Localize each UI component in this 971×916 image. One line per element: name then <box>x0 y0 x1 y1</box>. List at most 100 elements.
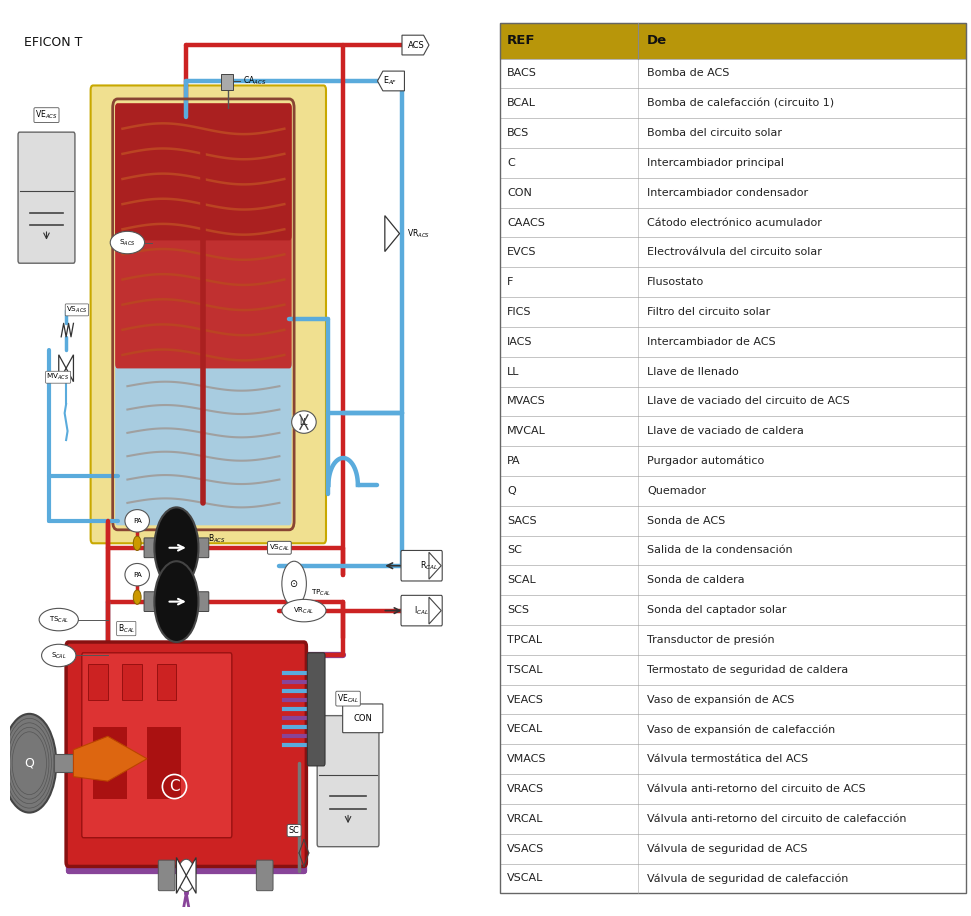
FancyBboxPatch shape <box>93 727 127 799</box>
Text: VEACS: VEACS <box>507 694 544 704</box>
Text: REF: REF <box>507 34 536 47</box>
FancyBboxPatch shape <box>116 104 291 368</box>
Text: Válvula de seguridad de ACS: Válvula de seguridad de ACS <box>647 844 807 854</box>
Polygon shape <box>177 857 186 893</box>
Text: E$_{AF}$: E$_{AF}$ <box>383 75 397 87</box>
Bar <box>500 834 966 864</box>
Bar <box>500 595 966 625</box>
Circle shape <box>133 590 141 605</box>
Text: TS$_{CAL}$: TS$_{CAL}$ <box>49 615 69 625</box>
Bar <box>500 237 966 267</box>
Text: SCAL: SCAL <box>507 575 536 585</box>
Text: SC: SC <box>288 826 299 835</box>
Text: Sonda de ACS: Sonda de ACS <box>647 516 725 526</box>
Polygon shape <box>378 71 405 91</box>
Bar <box>500 625 966 655</box>
Text: BCS: BCS <box>507 128 529 138</box>
Text: VR$_{CAL}$: VR$_{CAL}$ <box>293 605 315 616</box>
Bar <box>500 804 966 834</box>
Bar <box>500 714 966 745</box>
Text: SC: SC <box>507 546 522 555</box>
Text: $\odot$: $\odot$ <box>289 578 299 589</box>
Text: C: C <box>507 158 515 168</box>
Text: S$_{ACS}$: S$_{ACS}$ <box>119 237 136 247</box>
FancyBboxPatch shape <box>157 664 177 701</box>
Bar <box>500 476 966 506</box>
Text: Vaso de expansión de ACS: Vaso de expansión de ACS <box>647 694 794 704</box>
Polygon shape <box>59 354 66 382</box>
Text: MVCAL: MVCAL <box>507 426 546 436</box>
Ellipse shape <box>282 599 326 622</box>
Bar <box>500 59 966 88</box>
Text: CAACS: CAACS <box>507 217 545 227</box>
Text: S$_{CAL}$: S$_{CAL}$ <box>50 650 67 660</box>
Text: Termostato de seguridad de caldera: Termostato de seguridad de caldera <box>647 665 848 675</box>
Text: Válvula termostática del ACS: Válvula termostática del ACS <box>647 754 808 764</box>
FancyBboxPatch shape <box>122 664 142 701</box>
FancyBboxPatch shape <box>401 595 442 626</box>
Text: Sonda de caldera: Sonda de caldera <box>647 575 745 585</box>
Text: FICS: FICS <box>507 307 531 317</box>
FancyBboxPatch shape <box>88 664 108 701</box>
Bar <box>500 356 966 387</box>
FancyBboxPatch shape <box>147 727 182 799</box>
Text: BACS: BACS <box>507 69 537 79</box>
Text: Válvula anti-retorno del circuito de calefacción: Válvula anti-retorno del circuito de cal… <box>647 813 906 823</box>
Text: Llave de vaciado del circuito de ACS: Llave de vaciado del circuito de ACS <box>647 397 850 407</box>
FancyBboxPatch shape <box>198 538 209 558</box>
FancyBboxPatch shape <box>158 860 175 890</box>
Bar <box>500 655 966 684</box>
Circle shape <box>154 562 198 642</box>
Circle shape <box>133 536 141 551</box>
Text: EVCS: EVCS <box>507 247 537 257</box>
Bar <box>500 745 966 774</box>
FancyBboxPatch shape <box>66 642 307 867</box>
Text: CA$_{ACS}$: CA$_{ACS}$ <box>243 75 266 87</box>
Text: Q: Q <box>507 485 516 496</box>
Bar <box>500 88 966 118</box>
Text: VSCAL: VSCAL <box>507 874 544 883</box>
Text: Bomba de ACS: Bomba de ACS <box>647 69 729 79</box>
Text: B$_{CAL}$: B$_{CAL}$ <box>117 622 135 635</box>
Bar <box>500 297 966 327</box>
Bar <box>500 446 966 476</box>
Text: Llave de vaciado de caldera: Llave de vaciado de caldera <box>647 426 804 436</box>
Text: VRCAL: VRCAL <box>507 813 544 823</box>
Polygon shape <box>429 597 441 624</box>
Ellipse shape <box>39 608 79 631</box>
Bar <box>500 118 966 148</box>
Text: C: C <box>169 779 180 794</box>
Polygon shape <box>429 552 441 579</box>
Text: PA: PA <box>507 456 520 466</box>
Text: Electroválvula del circuito solar: Electroválvula del circuito solar <box>647 247 821 257</box>
Text: LL: LL <box>300 418 308 427</box>
FancyBboxPatch shape <box>343 704 383 733</box>
Text: R$_{CAL}$: R$_{CAL}$ <box>419 560 438 572</box>
Text: I$_{CAL}$: I$_{CAL}$ <box>414 605 429 616</box>
Text: PA: PA <box>133 518 142 524</box>
Bar <box>500 327 966 356</box>
Bar <box>500 774 966 804</box>
Bar <box>500 684 966 714</box>
Text: MV$_{ACS}$: MV$_{ACS}$ <box>47 372 70 382</box>
Ellipse shape <box>125 509 150 532</box>
Circle shape <box>282 562 307 606</box>
FancyBboxPatch shape <box>318 715 379 846</box>
Ellipse shape <box>42 644 76 667</box>
FancyBboxPatch shape <box>256 860 273 890</box>
Text: SACS: SACS <box>507 516 537 526</box>
Bar <box>500 267 966 297</box>
Text: EFICON T: EFICON T <box>24 36 83 49</box>
Bar <box>500 387 966 416</box>
Text: Bomba del circuito solar: Bomba del circuito solar <box>647 128 782 138</box>
Text: VSACS: VSACS <box>507 844 545 854</box>
FancyBboxPatch shape <box>198 592 209 612</box>
Ellipse shape <box>111 232 145 254</box>
Bar <box>500 864 966 893</box>
Text: LL: LL <box>507 366 519 376</box>
Text: Filtro del circuito solar: Filtro del circuito solar <box>647 307 770 317</box>
Bar <box>500 565 966 595</box>
Text: VMACS: VMACS <box>507 754 547 764</box>
Bar <box>500 178 966 208</box>
Ellipse shape <box>125 563 150 586</box>
